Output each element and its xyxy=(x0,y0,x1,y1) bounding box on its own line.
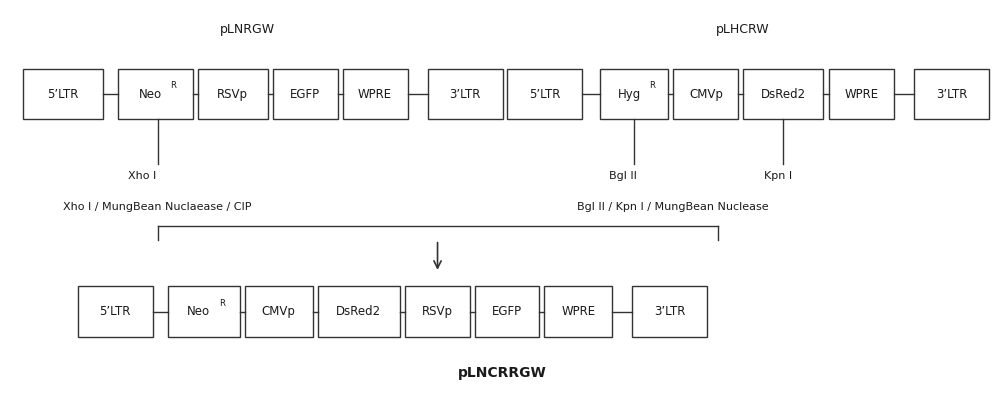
FancyBboxPatch shape xyxy=(244,286,313,337)
Text: DsRed2: DsRed2 xyxy=(761,87,806,100)
FancyBboxPatch shape xyxy=(829,69,894,119)
FancyBboxPatch shape xyxy=(168,286,239,337)
Text: 5’LTR: 5’LTR xyxy=(99,305,131,318)
Text: EGFP: EGFP xyxy=(491,305,522,318)
Text: WPRE: WPRE xyxy=(562,305,596,318)
FancyBboxPatch shape xyxy=(632,286,708,337)
FancyBboxPatch shape xyxy=(118,69,193,119)
Text: 3’LTR: 3’LTR xyxy=(654,305,685,318)
FancyBboxPatch shape xyxy=(673,69,739,119)
Text: Xho I / MungBean Nuclaease / CIP: Xho I / MungBean Nuclaease / CIP xyxy=(62,202,251,212)
Text: 3’LTR: 3’LTR xyxy=(449,87,480,100)
Text: pLNRGW: pLNRGW xyxy=(220,24,275,37)
Text: 3’LTR: 3’LTR xyxy=(936,87,968,100)
FancyBboxPatch shape xyxy=(318,286,400,337)
FancyBboxPatch shape xyxy=(405,286,469,337)
Text: 5’LTR: 5’LTR xyxy=(47,87,78,100)
Text: WPRE: WPRE xyxy=(358,87,392,100)
Text: CMVp: CMVp xyxy=(689,87,723,100)
FancyBboxPatch shape xyxy=(600,69,668,119)
FancyBboxPatch shape xyxy=(915,69,989,119)
FancyBboxPatch shape xyxy=(545,286,612,337)
FancyBboxPatch shape xyxy=(744,69,823,119)
Text: R: R xyxy=(219,299,224,308)
FancyBboxPatch shape xyxy=(508,69,583,119)
Text: Kpn I: Kpn I xyxy=(765,171,793,180)
Text: DsRed2: DsRed2 xyxy=(336,305,381,318)
Text: WPRE: WPRE xyxy=(845,87,878,100)
Text: RSVp: RSVp xyxy=(421,305,452,318)
FancyBboxPatch shape xyxy=(23,69,103,119)
Text: R: R xyxy=(649,81,655,90)
FancyBboxPatch shape xyxy=(343,69,408,119)
FancyBboxPatch shape xyxy=(77,286,153,337)
FancyBboxPatch shape xyxy=(427,69,502,119)
Text: Neo: Neo xyxy=(139,87,162,100)
FancyBboxPatch shape xyxy=(198,69,267,119)
Text: Hyg: Hyg xyxy=(618,87,641,100)
Text: CMVp: CMVp xyxy=(261,305,295,318)
Text: Xho I: Xho I xyxy=(128,171,156,180)
Text: Bgl II / Kpn I / MungBean Nuclease: Bgl II / Kpn I / MungBean Nuclease xyxy=(578,202,769,212)
Text: EGFP: EGFP xyxy=(290,87,321,100)
Text: Bgl II: Bgl II xyxy=(609,171,637,180)
FancyBboxPatch shape xyxy=(272,69,338,119)
Text: pLNCRRGW: pLNCRRGW xyxy=(458,366,547,379)
Text: 5’LTR: 5’LTR xyxy=(530,87,561,100)
Text: pLHCRW: pLHCRW xyxy=(716,24,769,37)
Text: Neo: Neo xyxy=(187,305,210,318)
Text: RSVp: RSVp xyxy=(217,87,248,100)
Text: R: R xyxy=(170,81,176,90)
FancyBboxPatch shape xyxy=(474,286,540,337)
